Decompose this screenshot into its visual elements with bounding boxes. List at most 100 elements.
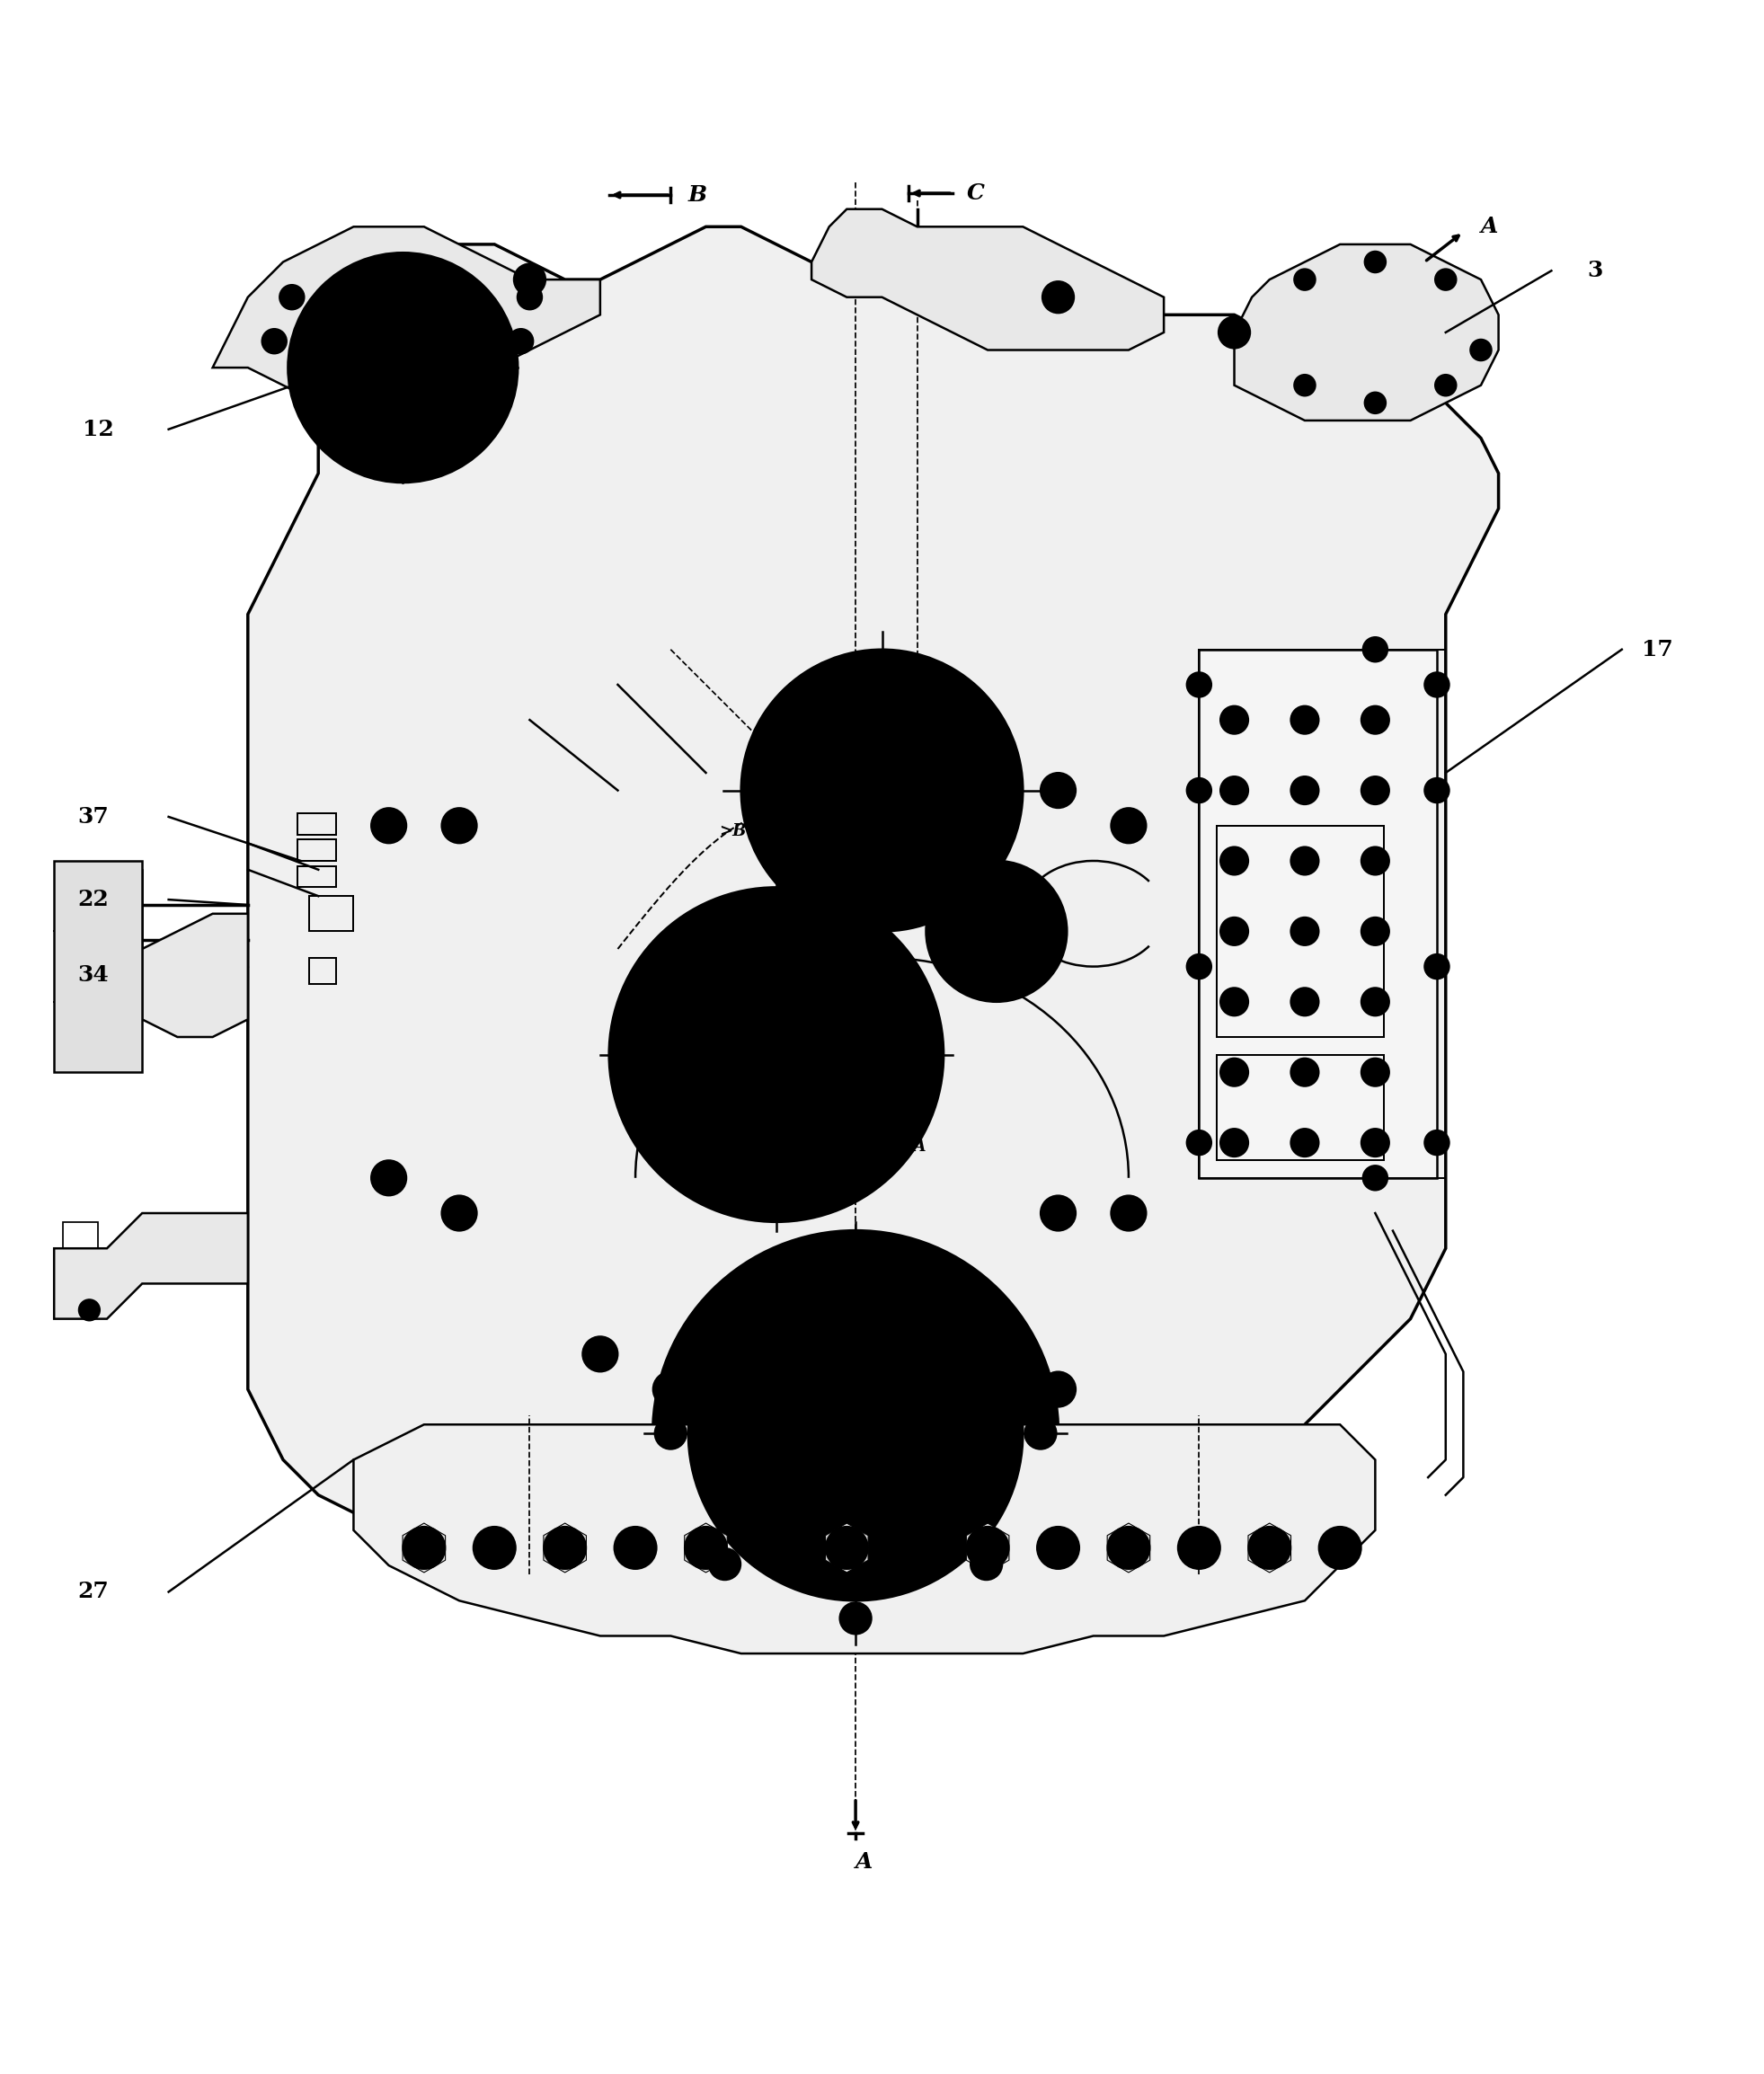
Circle shape [741, 649, 1023, 931]
Circle shape [1291, 705, 1319, 734]
Text: \A: \A [908, 1139, 926, 1155]
Circle shape [305, 272, 499, 465]
Circle shape [517, 284, 542, 309]
Circle shape [1041, 774, 1076, 809]
Circle shape [970, 1549, 1002, 1580]
Text: C: C [967, 183, 984, 203]
Text: 27: 27 [78, 1580, 108, 1603]
Circle shape [370, 809, 406, 844]
Polygon shape [826, 1522, 868, 1572]
Circle shape [261, 330, 286, 353]
Circle shape [1041, 1195, 1076, 1230]
Circle shape [1362, 1058, 1390, 1087]
Circle shape [1364, 1166, 1388, 1190]
Circle shape [970, 1286, 1002, 1319]
Text: A: A [718, 1033, 730, 1049]
Circle shape [1041, 1371, 1076, 1406]
Circle shape [508, 330, 533, 353]
Polygon shape [967, 1522, 1009, 1572]
Bar [296, 867, 335, 888]
Circle shape [370, 1159, 406, 1195]
Circle shape [1362, 1128, 1390, 1157]
Circle shape [582, 1336, 617, 1371]
Text: 34: 34 [78, 964, 108, 985]
Circle shape [829, 1406, 882, 1460]
Circle shape [1364, 637, 1388, 662]
Circle shape [513, 263, 545, 295]
Circle shape [840, 1232, 871, 1265]
Circle shape [903, 1481, 928, 1506]
Bar [1217, 1054, 1385, 1159]
Circle shape [79, 1300, 101, 1321]
Bar [64, 1222, 99, 1249]
Circle shape [755, 1526, 797, 1568]
Polygon shape [353, 1425, 1376, 1653]
Circle shape [441, 809, 476, 844]
Circle shape [785, 1363, 926, 1504]
Circle shape [614, 1526, 656, 1568]
Polygon shape [213, 226, 600, 402]
Circle shape [1362, 987, 1390, 1016]
Polygon shape [249, 226, 1499, 1601]
Circle shape [709, 1549, 741, 1580]
Text: A: A [810, 861, 820, 875]
Circle shape [1043, 282, 1074, 313]
Circle shape [1319, 1526, 1362, 1568]
Circle shape [332, 297, 473, 438]
Circle shape [1187, 954, 1212, 979]
Bar [670, 940, 803, 1037]
Polygon shape [143, 915, 249, 1037]
Circle shape [826, 1526, 868, 1568]
Circle shape [1362, 846, 1390, 875]
Circle shape [1108, 1526, 1150, 1568]
Bar [1217, 825, 1385, 1037]
Bar [309, 958, 335, 985]
Circle shape [1219, 317, 1251, 348]
Text: A: A [797, 1425, 808, 1441]
Circle shape [1291, 1058, 1319, 1087]
Circle shape [1187, 672, 1212, 697]
Circle shape [1291, 1128, 1319, 1157]
Circle shape [653, 1371, 688, 1406]
Bar [1200, 649, 1438, 1178]
Circle shape [970, 1336, 1005, 1371]
Circle shape [653, 1230, 1058, 1636]
Polygon shape [1235, 245, 1499, 421]
Circle shape [926, 861, 1067, 1002]
Circle shape [1436, 375, 1457, 396]
Circle shape [543, 1526, 586, 1568]
Text: C: C [938, 946, 949, 960]
Text: C: C [856, 861, 866, 875]
Circle shape [1111, 809, 1147, 844]
Circle shape [1291, 776, 1319, 805]
Circle shape [1221, 1128, 1249, 1157]
Text: >B: >B [718, 823, 746, 840]
Circle shape [337, 282, 369, 313]
Circle shape [1425, 1130, 1450, 1155]
Circle shape [1362, 776, 1390, 805]
Bar [296, 813, 335, 834]
Text: B: B [688, 185, 707, 205]
Circle shape [1291, 846, 1319, 875]
Circle shape [684, 1526, 727, 1568]
Circle shape [1362, 705, 1390, 734]
Text: 37: 37 [78, 807, 108, 828]
Circle shape [1425, 672, 1450, 697]
Polygon shape [1108, 1522, 1150, 1572]
Circle shape [1471, 340, 1492, 361]
Text: B: B [383, 363, 395, 380]
Circle shape [441, 1195, 476, 1230]
Circle shape [1111, 1195, 1147, 1230]
Circle shape [1365, 392, 1387, 413]
Circle shape [1221, 846, 1249, 875]
Circle shape [1291, 917, 1319, 946]
Circle shape [1187, 778, 1212, 803]
Circle shape [783, 1481, 808, 1506]
Circle shape [903, 1361, 928, 1385]
Circle shape [1221, 1058, 1249, 1087]
Circle shape [1025, 1417, 1057, 1450]
Circle shape [783, 1361, 808, 1385]
Polygon shape [1249, 1522, 1291, 1572]
Circle shape [279, 284, 303, 309]
Circle shape [1295, 270, 1316, 290]
